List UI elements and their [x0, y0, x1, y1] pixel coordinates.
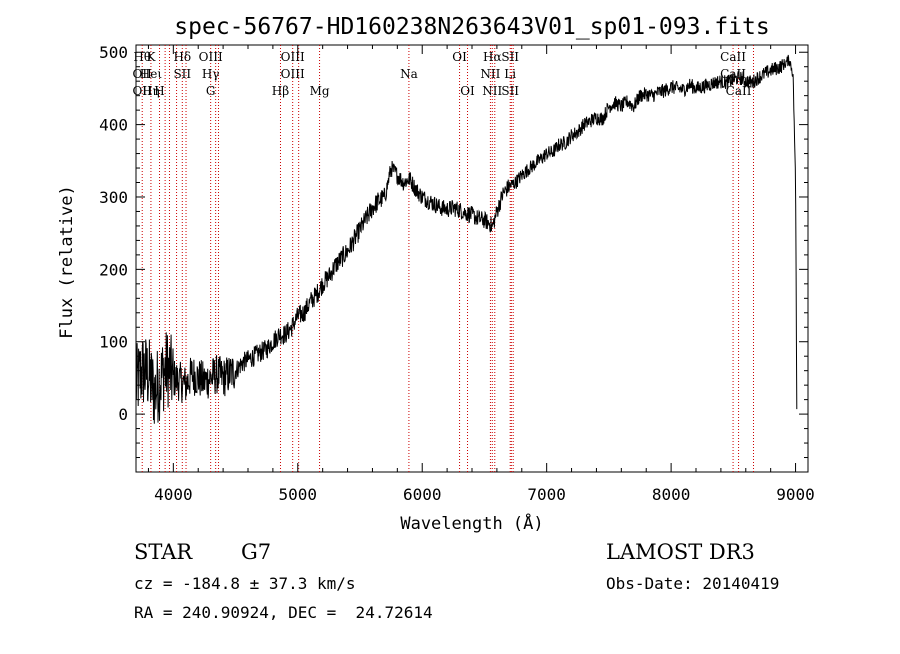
- emission-line-label: SII: [173, 67, 191, 81]
- coordinates: RA = 240.90924, DEC = 24.72614: [134, 603, 433, 622]
- emission-line-label: H: [154, 84, 164, 98]
- emission-line-label: K: [146, 50, 156, 64]
- y-tick-label: 300: [99, 188, 128, 207]
- chart-title: spec-56767-HD160238N263643V01_sp01-093.f…: [174, 14, 769, 40]
- emission-line-label: OII: [133, 84, 153, 98]
- x-tick-label: 4000: [154, 485, 193, 504]
- emission-line-label: Hδ: [173, 50, 191, 64]
- emission-line-label: OIII: [199, 50, 223, 64]
- emission-line-label: Mg: [310, 84, 330, 98]
- x-axis-ticks: 4000 5000 6000 7000 8000 9000: [147, 45, 815, 504]
- emission-line-label: Li: [504, 67, 516, 81]
- emission-line-label: OIII: [281, 50, 305, 64]
- spectrum-line: [135, 54, 798, 424]
- y-axis-label: Flux (relative): [57, 185, 77, 339]
- emission-line-label: SII: [501, 50, 519, 64]
- emission-line-label: NII: [480, 67, 500, 81]
- emission-line-label: CaII: [720, 50, 746, 64]
- emission-line-label: Hα: [483, 50, 502, 64]
- emission-line-label: G: [206, 84, 216, 98]
- emission-line-label: SII: [501, 84, 519, 98]
- y-tick-label: 400: [99, 116, 128, 135]
- y-axis-ticks: 0 100 200 300 400 500: [99, 43, 808, 459]
- y-tick-label: 0: [118, 405, 128, 424]
- x-tick-label: 8000: [652, 485, 691, 504]
- x-axis-label: Wavelength (Å): [400, 512, 543, 534]
- emission-line-label: Hθ: [133, 50, 151, 64]
- emission-line-label: CaII: [726, 84, 752, 98]
- redshift-velocity: cz = -184.8 ± 37.3 km/s: [134, 574, 356, 593]
- survey-name: LAMOST DR3: [606, 540, 755, 564]
- plot-frame: [135, 44, 809, 473]
- observation-date: Obs-Date: 20140419: [606, 574, 780, 593]
- y-tick-label: 200: [99, 260, 128, 279]
- emission-line-label: Na: [400, 67, 418, 81]
- x-tick-label: 6000: [403, 485, 442, 504]
- y-tick-label: 500: [99, 43, 128, 62]
- emission-line-label: OIII: [281, 67, 305, 81]
- emission-line-label: Hβ: [272, 84, 289, 98]
- x-tick-label: 7000: [527, 485, 566, 504]
- emission-line-label: Hγ: [202, 67, 220, 81]
- emission-line-label: OII: [133, 67, 153, 81]
- emission-line-label: OI: [452, 50, 467, 64]
- emission-line-label: OI: [460, 84, 475, 98]
- emission-line-markers: [141, 45, 754, 472]
- emission-line-label: Heι: [140, 67, 163, 81]
- x-tick-label: 9000: [776, 485, 815, 504]
- emission-line-label: Hη: [142, 84, 160, 98]
- object-class: STAR: [134, 540, 193, 564]
- x-tick-label: 5000: [279, 485, 318, 504]
- y-tick-label: 100: [99, 333, 128, 352]
- emission-line-label: NII: [482, 84, 502, 98]
- spectrum-series: [135, 54, 798, 424]
- emission-line-labels: Hθ OII OII K Heι HηH Hδ SII OIII Hγ G Hβ OIII OIII Mg N…: [133, 50, 752, 98]
- spectral-subclass: G7: [241, 540, 272, 564]
